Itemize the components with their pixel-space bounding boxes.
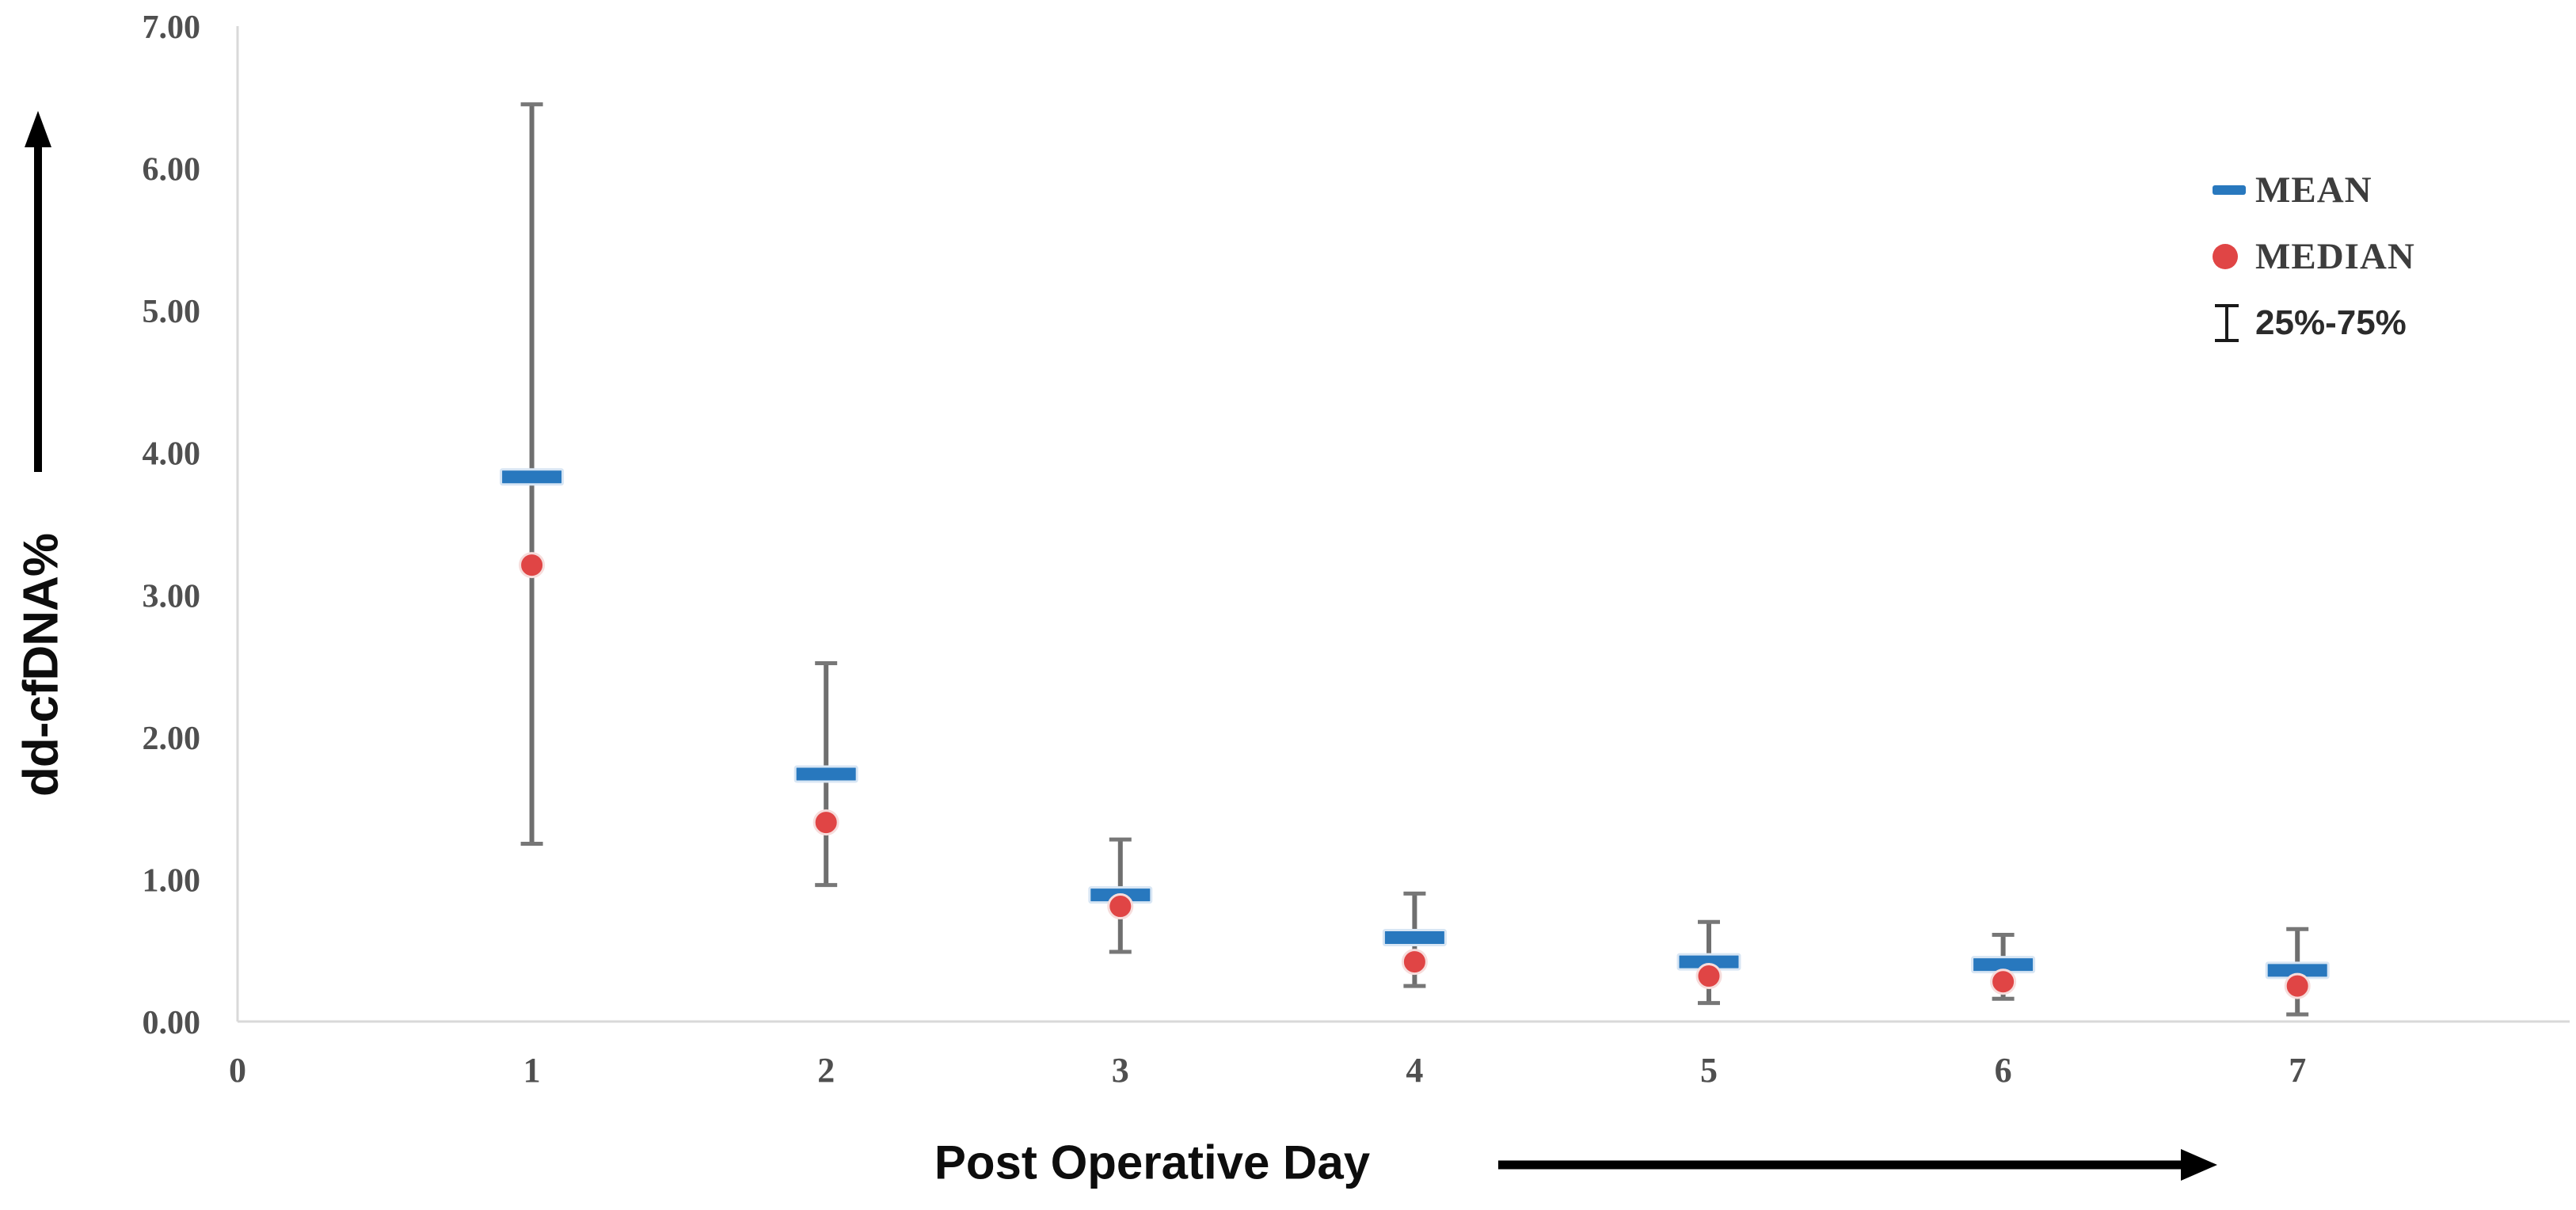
x-tick-label: 4 xyxy=(1406,1051,1423,1090)
legend-label-mean: MEAN xyxy=(2255,169,2372,211)
median-marker-day-6 xyxy=(1990,968,2017,995)
x-axis-title: Post Operative Day xyxy=(934,1136,1371,1189)
mean-marker-day-1 xyxy=(500,468,565,486)
x-tick-label: 2 xyxy=(817,1051,835,1090)
y-tick-label: 5.00 xyxy=(143,294,201,330)
legend: MEAN MEDIAN 25%-75% xyxy=(2211,168,2415,345)
mean-marker-day-2 xyxy=(793,765,858,783)
median-marker-day-7 xyxy=(2284,972,2311,999)
y-tick-label: 2.00 xyxy=(143,721,201,757)
legend-item-mean: MEAN xyxy=(2211,168,2415,212)
median-dot-icon xyxy=(2213,244,2238,269)
y-tick-label: 6.00 xyxy=(143,152,201,188)
error-bar-icon xyxy=(2215,304,2239,342)
x-tick-label: 0 xyxy=(229,1051,246,1090)
median-marker-day-2 xyxy=(812,809,839,836)
y-tick-label: 1.00 xyxy=(143,862,201,899)
x-tick-label: 1 xyxy=(523,1051,541,1090)
y-tick-label: 3.00 xyxy=(143,578,201,615)
x-tick-label: 7 xyxy=(2289,1051,2306,1090)
x-tick-label: 5 xyxy=(1700,1051,1718,1090)
legend-item-median: MEDIAN xyxy=(2211,234,2415,279)
median-marker-day-3 xyxy=(1107,893,1134,920)
mean-dash-icon xyxy=(2213,185,2246,195)
median-marker-day-4 xyxy=(1401,949,1428,976)
legend-label-iqr: 25%-75% xyxy=(2255,303,2407,342)
x-tick-label: 6 xyxy=(1995,1051,2012,1090)
mean-marker-day-4 xyxy=(1382,929,1447,947)
y-tick-label: 4.00 xyxy=(143,436,201,473)
y-axis-title: dd-cfDNA% xyxy=(13,534,69,797)
legend-label-median: MEDIAN xyxy=(2255,236,2415,277)
y-tick-label: 7.00 xyxy=(143,10,201,46)
median-marker-day-5 xyxy=(1695,963,1722,990)
legend-item-iqr: 25%-75% xyxy=(2211,301,2415,345)
y-tick-label: 0.00 xyxy=(143,1005,201,1041)
x-tick-label: 3 xyxy=(1112,1051,1129,1090)
median-marker-day-1 xyxy=(519,552,546,579)
